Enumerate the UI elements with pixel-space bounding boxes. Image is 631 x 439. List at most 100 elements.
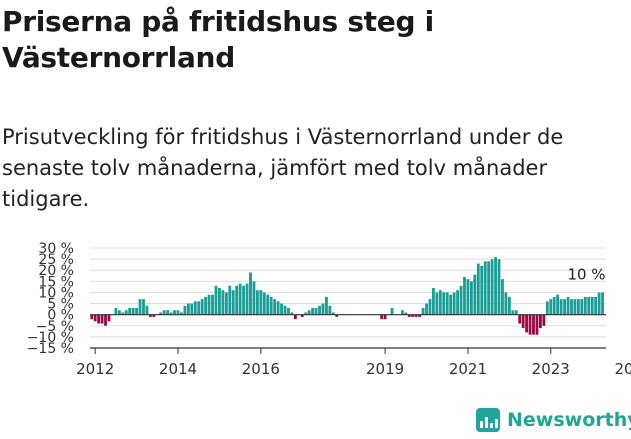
bar xyxy=(273,299,277,315)
bar xyxy=(418,314,422,317)
bar xyxy=(173,310,176,315)
x-tick-label: 2019 xyxy=(366,360,404,378)
bar xyxy=(224,292,228,315)
bar xyxy=(280,303,283,315)
bar xyxy=(318,305,321,315)
bar xyxy=(487,261,491,315)
bar xyxy=(459,285,463,315)
bar xyxy=(328,305,332,315)
bar xyxy=(131,308,135,315)
y-tick-label: 5 % xyxy=(47,297,74,313)
bar xyxy=(469,281,473,315)
bar xyxy=(390,308,394,315)
bar xyxy=(583,296,587,315)
bar xyxy=(504,292,508,315)
bar xyxy=(307,310,311,315)
bar xyxy=(290,312,294,315)
bar xyxy=(442,292,446,315)
bar xyxy=(221,290,225,315)
bar xyxy=(169,312,173,315)
bar xyxy=(311,308,315,315)
bar xyxy=(180,312,183,315)
bar xyxy=(262,292,266,315)
bar xyxy=(400,310,404,315)
logo-text: Newsworthy xyxy=(507,409,631,431)
bar-chart: 30 %25 %20 %15 %10 %5 %0 %−5 %−10 %−15 %… xyxy=(27,241,631,378)
bar xyxy=(283,305,287,315)
bar xyxy=(528,314,532,335)
bar xyxy=(166,310,170,315)
bar xyxy=(449,294,453,315)
bar xyxy=(331,312,335,315)
bar xyxy=(207,294,211,315)
x-tick-label: 2023 xyxy=(532,360,570,378)
bar xyxy=(231,290,235,315)
bar xyxy=(425,303,428,315)
bar xyxy=(521,314,525,328)
y-tick-label: −15 % xyxy=(27,341,74,357)
bar xyxy=(276,301,280,315)
bar xyxy=(407,314,411,317)
bar xyxy=(245,283,249,315)
bar xyxy=(594,296,598,315)
bar xyxy=(532,314,535,335)
bar xyxy=(211,294,214,315)
bar xyxy=(183,305,187,315)
bar xyxy=(304,312,308,315)
bar xyxy=(435,292,439,315)
bar xyxy=(580,299,584,315)
bar xyxy=(456,290,460,315)
y-tick-label: 25 % xyxy=(38,252,74,268)
bar xyxy=(107,314,111,322)
bar xyxy=(197,301,201,315)
bar xyxy=(590,296,594,315)
y-tick-label: −5 % xyxy=(36,319,74,335)
bar xyxy=(90,314,94,320)
bar xyxy=(186,303,190,315)
bar xyxy=(142,299,145,315)
bar xyxy=(238,283,242,315)
bar xyxy=(539,314,542,328)
bar xyxy=(190,303,194,315)
bar xyxy=(466,279,470,315)
x-tick-label: 2016 xyxy=(242,360,280,378)
bar xyxy=(249,272,252,315)
bar xyxy=(490,259,494,315)
bar xyxy=(411,314,415,317)
bar xyxy=(452,292,456,315)
y-tick-label: −10 % xyxy=(27,330,74,346)
x-tick-label: 2012 xyxy=(76,360,114,378)
bar xyxy=(148,314,152,317)
bar xyxy=(325,296,328,315)
bar xyxy=(494,256,497,315)
bar xyxy=(200,299,204,315)
bar xyxy=(438,290,442,315)
x-tick-label: 2021 xyxy=(449,360,487,378)
bar xyxy=(193,301,197,315)
bar xyxy=(145,305,149,315)
bar xyxy=(242,285,246,315)
bar xyxy=(218,288,221,315)
bar xyxy=(552,296,556,315)
bar xyxy=(559,299,563,315)
y-tick-label: 0 % xyxy=(47,308,74,324)
bar xyxy=(287,308,290,315)
bar xyxy=(597,292,601,315)
bar xyxy=(335,314,339,317)
bar-series xyxy=(90,256,604,335)
bar xyxy=(380,314,384,320)
bar xyxy=(414,314,418,317)
bar xyxy=(121,312,125,315)
bar xyxy=(404,312,408,315)
bar xyxy=(601,292,604,315)
bar xyxy=(514,310,518,315)
bar xyxy=(97,314,101,324)
bar xyxy=(266,294,270,315)
bar xyxy=(549,299,553,315)
bar xyxy=(100,314,104,324)
bar xyxy=(128,308,132,315)
newsworthy-logo: Newsworthy xyxy=(476,408,631,432)
tick-labels: 30 %25 %20 %15 %10 %5 %0 %−5 %−10 %−15 %… xyxy=(27,241,631,378)
bar xyxy=(93,314,97,322)
bar xyxy=(432,288,435,315)
